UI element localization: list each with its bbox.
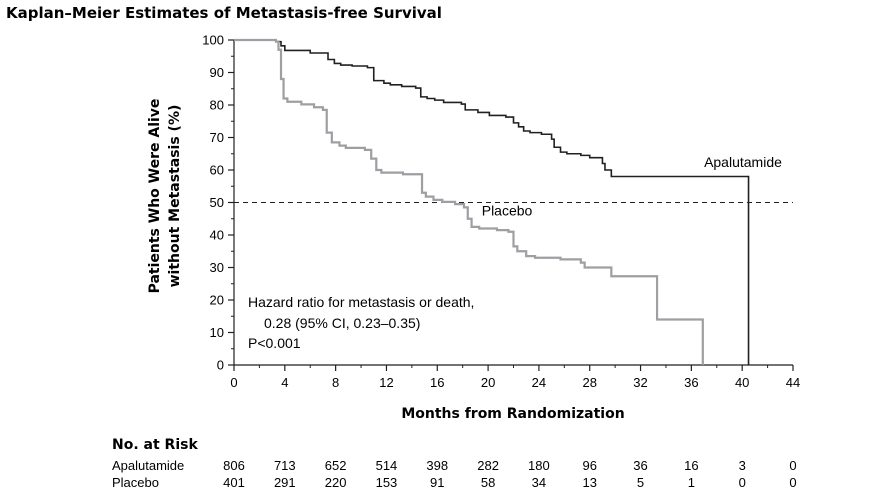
series-labels: Apalutamide Placebo [482,154,782,219]
risk-cell: 1 [688,475,695,490]
chart-title: Kaplan–Meier Estimates of Metastasis-fre… [6,4,442,22]
x-tick-label: 12 [379,375,393,390]
x-tick-label: 16 [430,375,444,390]
risk-cell: 652 [325,458,347,473]
series-group [234,38,750,365]
y-tick-label: 70 [210,130,224,145]
y-tick-label: 10 [210,325,224,340]
series-label: Apalutamide [704,154,782,170]
risk-cell: 0 [789,475,796,490]
risk-cell: 34 [532,475,546,490]
risk-cell: 0 [739,475,746,490]
risk-cell: 401 [223,475,245,490]
risk-cell: 5 [637,475,644,490]
x-tick-label: 8 [332,375,339,390]
series-line-placebo [234,38,704,365]
y-tick-label: 40 [210,228,224,243]
risk-cell: 3 [739,458,746,473]
risk-cell: 713 [274,458,296,473]
x-tick-label: 36 [684,375,698,390]
risk-cell: 514 [376,458,398,473]
risk-cell: 91 [430,475,444,490]
x-tick-label: 44 [786,375,800,390]
risk-row-label: Apalutamide [112,458,184,473]
x-tick-label: 28 [582,375,596,390]
risk-cell: 153 [376,475,398,490]
x-tick-label: 24 [532,375,546,390]
series-line-apalutamide [234,39,750,365]
x-tick-label: 40 [735,375,749,390]
risk-row-label: Placebo [112,475,159,490]
risk-cell: 291 [274,475,296,490]
risk-cell: 58 [481,475,495,490]
annotation-line-1: Hazard ratio for metastasis or death, [248,294,474,310]
axes: 0 10 20 30 40 50 60 70 80 90 100 0 4 8 12 16 20 24 28 32 36 4… [202,33,800,391]
y-tick-label: 90 [210,65,224,80]
risk-cell: 16 [684,458,698,473]
y-tick-label: 20 [210,293,224,308]
annotation-line-3: P<0.001 [248,335,301,351]
y-axis-label: Patients Who Were Alive without Metastasi… [147,99,183,294]
y-tick-label: 50 [210,195,224,210]
risk-table: No. at Risk Apalutamide 806 713 652 514 398 282… [112,437,797,490]
x-tick-label: 32 [633,375,647,390]
risk-cell: 36 [633,458,647,473]
hazard-ratio-annotation: Hazard ratio for metastasis or death, 0.2… [248,294,474,351]
y-axis-label-line-1: Patients Who Were Alive [147,99,163,294]
risk-cell: 180 [528,458,550,473]
y-tick-label: 0 [217,358,224,373]
risk-cell: 398 [426,458,448,473]
risk-cell: 806 [223,458,245,473]
risk-table-title: No. at Risk [112,437,198,453]
x-tick-label: 4 [281,375,288,390]
x-tick-label: 0 [230,375,237,390]
risk-cell: 96 [582,458,596,473]
y-tick-label: 60 [210,163,224,178]
annotation-line-2: 0.28 (95% CI, 0.23–0.35) [264,315,420,331]
y-tick-label: 30 [210,260,224,275]
risk-cell: 0 [789,458,796,473]
y-tick-label: 100 [202,33,224,48]
x-axis-label: Months from Randomization [401,406,624,422]
y-tick-label: 80 [210,98,224,113]
risk-cell: 220 [325,475,347,490]
series-label: Placebo [482,203,533,219]
risk-cell: 13 [582,475,596,490]
risk-cell: 282 [477,458,499,473]
x-tick-label: 20 [481,375,495,390]
y-axis-label-line-2: without Metastasis (%) [167,105,183,288]
